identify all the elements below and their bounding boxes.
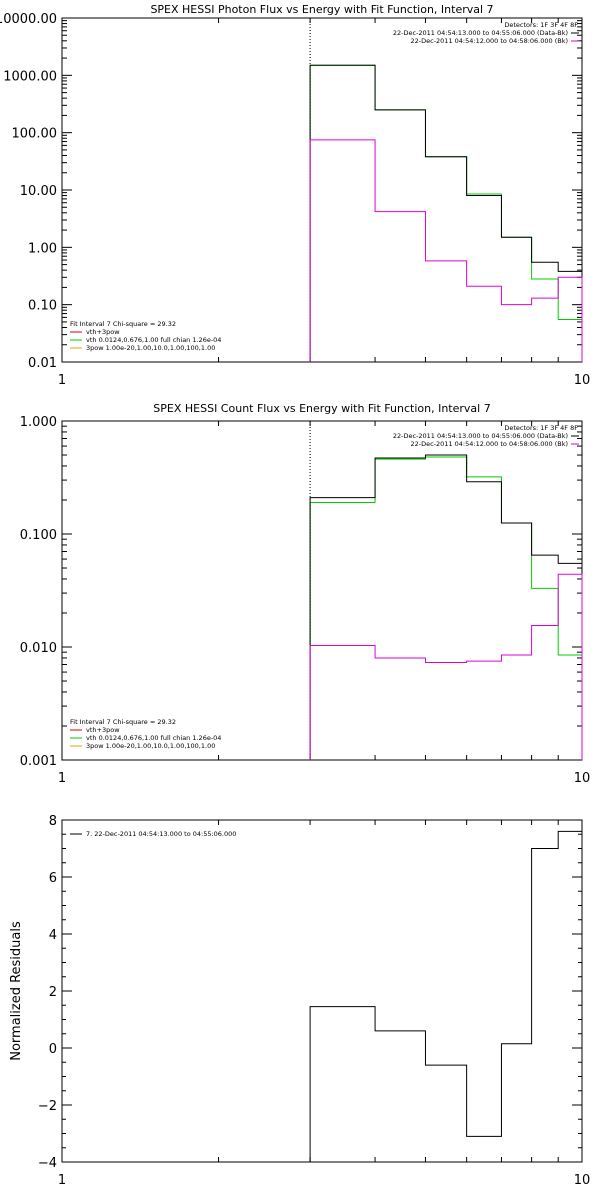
y-tick-label: 100.00 <box>12 127 58 142</box>
detectors-label-0: Detectors: 1F 3F 4F 8F <box>504 21 578 29</box>
y-axis-label-2: Normalized Residuals <box>9 921 24 1061</box>
y-tick-label: 0 <box>49 1042 57 1057</box>
series-step-0-0 <box>309 64 583 362</box>
y-tick-label: 0.001 <box>20 754 57 769</box>
legend-item-2-0: 7. 22-Dec-2011 04:54:13.000 to 04:55:06.… <box>86 830 236 838</box>
y-tick-label: −4 <box>38 1156 57 1171</box>
x-tick-label: 1 <box>58 771 66 786</box>
fit-legend-header-1: Fit Interval 7 Chi-square = 29.32 <box>70 718 176 726</box>
plot-frame-2 <box>61 819 583 1163</box>
y-tick-label: 0.01 <box>28 356 57 371</box>
y-tick-label: 1.000 <box>20 415 57 430</box>
x-tick-label: 10 <box>574 373 591 388</box>
y-tick-label: 6 <box>49 871 57 886</box>
legend-item-1-2: 3pow 1.00e-20,1.00,10.0,1.00,100,1.00 <box>86 742 215 750</box>
series-step-0-1 <box>309 64 583 362</box>
fit-legend-header-0: Fit Interval 7 Chi-square = 29.32 <box>70 320 176 328</box>
y-tick-label: 0.10 <box>28 299 57 314</box>
interval-text-0-0: 22-Dec-2011 04:54:13.000 to 04:55:06.000… <box>393 29 568 37</box>
chart-title-0: SPEX HESSI Photon Flux vs Energy with Fi… <box>150 3 493 16</box>
interval-text-1-1: 22-Dec-2011 04:54:12.000 to 04:58:06.000… <box>411 440 569 448</box>
y-tick-label: 0.100 <box>20 528 57 543</box>
interval-text-1-0: 22-Dec-2011 04:54:13.000 to 04:55:06.000… <box>393 432 568 440</box>
legend-item-1-1: vth 0.0124,0.676,1.00 full chian 1.26e-0… <box>86 734 221 742</box>
y-tick-label: 8 <box>49 814 57 829</box>
interval-text-0-1: 22-Dec-2011 04:54:12.000 to 04:58:06.000… <box>411 37 569 45</box>
y-tick-label: 2 <box>49 985 57 1000</box>
y-tick-label: 4 <box>49 928 57 943</box>
x-tick-label: 1 <box>58 373 66 388</box>
y-tick-label: 10.00 <box>20 184 57 199</box>
series-step-1-1 <box>309 454 583 760</box>
y-tick-label: 1000.00 <box>3 69 57 84</box>
legend-item-0-1: vth 0.0124,0.676,1.00 full chian 1.26e-0… <box>86 336 221 344</box>
y-tick-label: 1.00 <box>28 241 57 256</box>
detectors-label-1: Detectors: 1F 3F 4F 8F <box>504 424 578 432</box>
legend-item-0-0: vth+3pow <box>86 328 120 336</box>
y-tick-label: 0.010 <box>20 641 57 656</box>
x-tick-label: 1 <box>58 1173 66 1188</box>
series-step-2-0 <box>309 830 582 1162</box>
y-tick-label: −2 <box>38 1099 57 1114</box>
x-tick-label: 10 <box>574 1173 591 1188</box>
series-step-0-2 <box>309 139 583 362</box>
chart-title-1: SPEX HESSI Count Flux vs Energy with Fit… <box>153 402 490 415</box>
x-tick-label: 10 <box>574 771 591 786</box>
plot-frame-1 <box>61 420 583 761</box>
series-step-1-2 <box>309 573 583 760</box>
y-tick-label: 10000.00 <box>0 12 57 27</box>
plot-frame-0 <box>61 17 583 363</box>
series-step-1-0 <box>309 456 583 760</box>
legend-item-1-0: vth+3pow <box>86 726 120 734</box>
legend-item-0-2: 3pow 1.00e-20,1.00,10.0,1.00,100,1.00 <box>86 344 215 352</box>
